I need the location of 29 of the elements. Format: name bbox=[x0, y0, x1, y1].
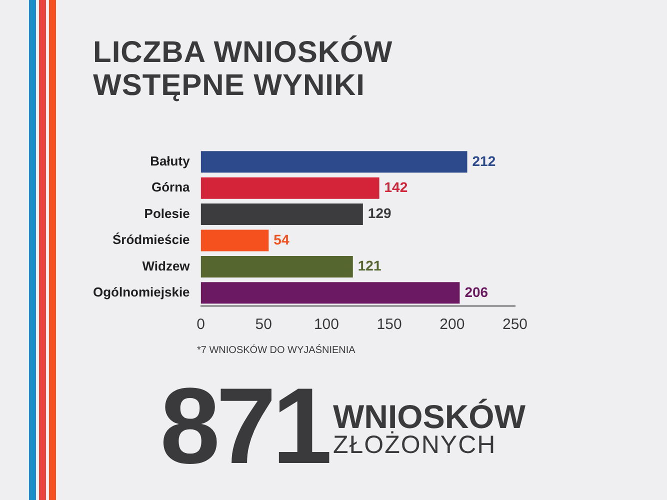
x-tick-label: 250 bbox=[502, 316, 528, 334]
x-tick-label: 100 bbox=[314, 316, 339, 334]
data-label: 206 bbox=[464, 284, 488, 300]
chart-subtitle: WSTĘPNE WYNIKI bbox=[93, 69, 366, 102]
x-tick-label: 0 bbox=[196, 316, 205, 334]
bar bbox=[200, 282, 460, 304]
bar bbox=[200, 204, 363, 226]
x-tick-label: 150 bbox=[376, 316, 402, 334]
y-tick-label: Bałuty bbox=[150, 153, 191, 168]
text: *7 WNIOSKÓW DO WYJAŚNIENIA bbox=[197, 345, 356, 356]
data-label: 212 bbox=[472, 152, 496, 169]
y-tick-label: Górna bbox=[152, 180, 191, 195]
y-tick-label: Polesie bbox=[144, 206, 190, 221]
data-label: 54 bbox=[274, 231, 290, 248]
bar bbox=[200, 230, 269, 252]
chart-title: LICZBA WNIOSKÓW bbox=[93, 36, 393, 69]
bar bbox=[200, 177, 380, 199]
text: ZŁOŻONYCH bbox=[333, 431, 496, 460]
data-label: 129 bbox=[368, 205, 392, 222]
x-tick-label: 200 bbox=[440, 316, 465, 334]
y-tick-label: Widzew bbox=[142, 258, 191, 274]
data-label: 142 bbox=[384, 178, 408, 195]
y-tick-label: Ogólnomiejskie bbox=[92, 284, 190, 300]
y-tick-label: Śródmieście bbox=[112, 232, 190, 248]
text: 871 bbox=[160, 365, 328, 486]
x-tick-label: 50 bbox=[255, 316, 272, 334]
bar bbox=[200, 256, 353, 278]
data-label: 121 bbox=[358, 258, 382, 274]
bar bbox=[200, 151, 468, 173]
